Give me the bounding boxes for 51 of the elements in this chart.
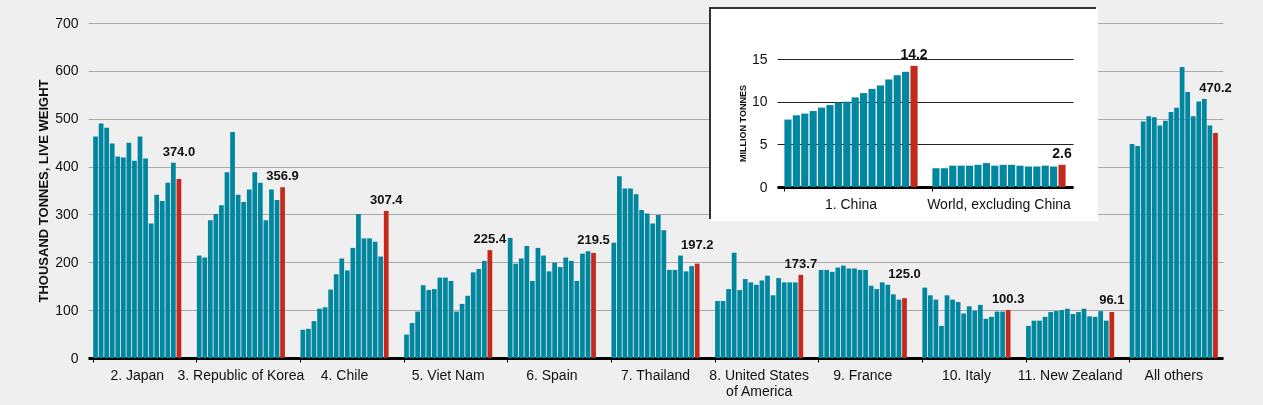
x-tick-label: 6. Spain <box>526 366 578 383</box>
y-axis-title: MILLION TONNES <box>737 85 748 162</box>
data-label: 356.9 <box>266 168 299 184</box>
bar <box>694 263 700 358</box>
x-tick-label: World, excluding China <box>927 195 1072 212</box>
y-tick-label: 100 <box>55 301 79 318</box>
y-tick-label: 5 <box>759 135 768 152</box>
x-tick-label: 10. Italy <box>941 366 991 383</box>
bar <box>1058 164 1066 187</box>
data-label: 14.2 <box>900 45 928 62</box>
y-tick-label: 10 <box>751 93 768 110</box>
data-label: 2.6 <box>1052 144 1072 161</box>
y-tick-label: 600 <box>55 62 79 79</box>
x-tick-label: 11. New Zealand <box>1017 366 1123 383</box>
bar <box>1109 312 1115 358</box>
y-axis-title: THOUSAND TONNES, LIVE WEIGHT <box>36 79 52 303</box>
x-tick-label: 8. United States of America <box>709 366 809 399</box>
data-label: 96.1 <box>1099 292 1125 308</box>
x-tick-label: 2. Japan <box>110 366 165 383</box>
x-tick-label: 1. China <box>824 195 878 212</box>
bar <box>1213 132 1218 358</box>
bar <box>280 187 285 358</box>
y-tick-label: 15 <box>751 50 768 67</box>
bar <box>591 252 596 358</box>
y-tick-label: 400 <box>55 158 79 175</box>
data-label: 219.5 <box>577 232 610 248</box>
data-label: 197.2 <box>680 236 714 252</box>
data-label: 125.0 <box>888 265 921 281</box>
y-tick-label: 500 <box>55 110 79 127</box>
x-tick-label: 5. Viet Nam <box>411 366 485 383</box>
data-label: 307.4 <box>369 191 404 207</box>
bar <box>910 65 918 187</box>
x-tick-label: 9. France <box>833 366 893 383</box>
y-tick-label: 0 <box>70 349 79 366</box>
y-tick-label: 700 <box>55 14 79 31</box>
bar <box>383 210 389 358</box>
bar <box>798 274 804 358</box>
bar <box>902 298 907 358</box>
data-label: 374.0 <box>162 143 196 159</box>
y-tick-label: 200 <box>55 253 79 270</box>
data-label: 100.3 <box>991 291 1025 306</box>
x-tick-label: 7. Thailand <box>620 366 691 383</box>
y-tick-label: 300 <box>55 205 79 222</box>
bar <box>1005 310 1011 358</box>
data-label: 225.4 <box>473 231 507 247</box>
x-tick-label: 4. Chile <box>320 366 369 383</box>
x-tick-label: 3. Republic of Korea <box>177 366 305 383</box>
x-tick-label: All others <box>1144 366 1203 383</box>
data-label: 173.7 <box>784 255 818 271</box>
data-label: 470.2 <box>1199 80 1232 96</box>
y-tick-label: 0 <box>759 178 768 195</box>
